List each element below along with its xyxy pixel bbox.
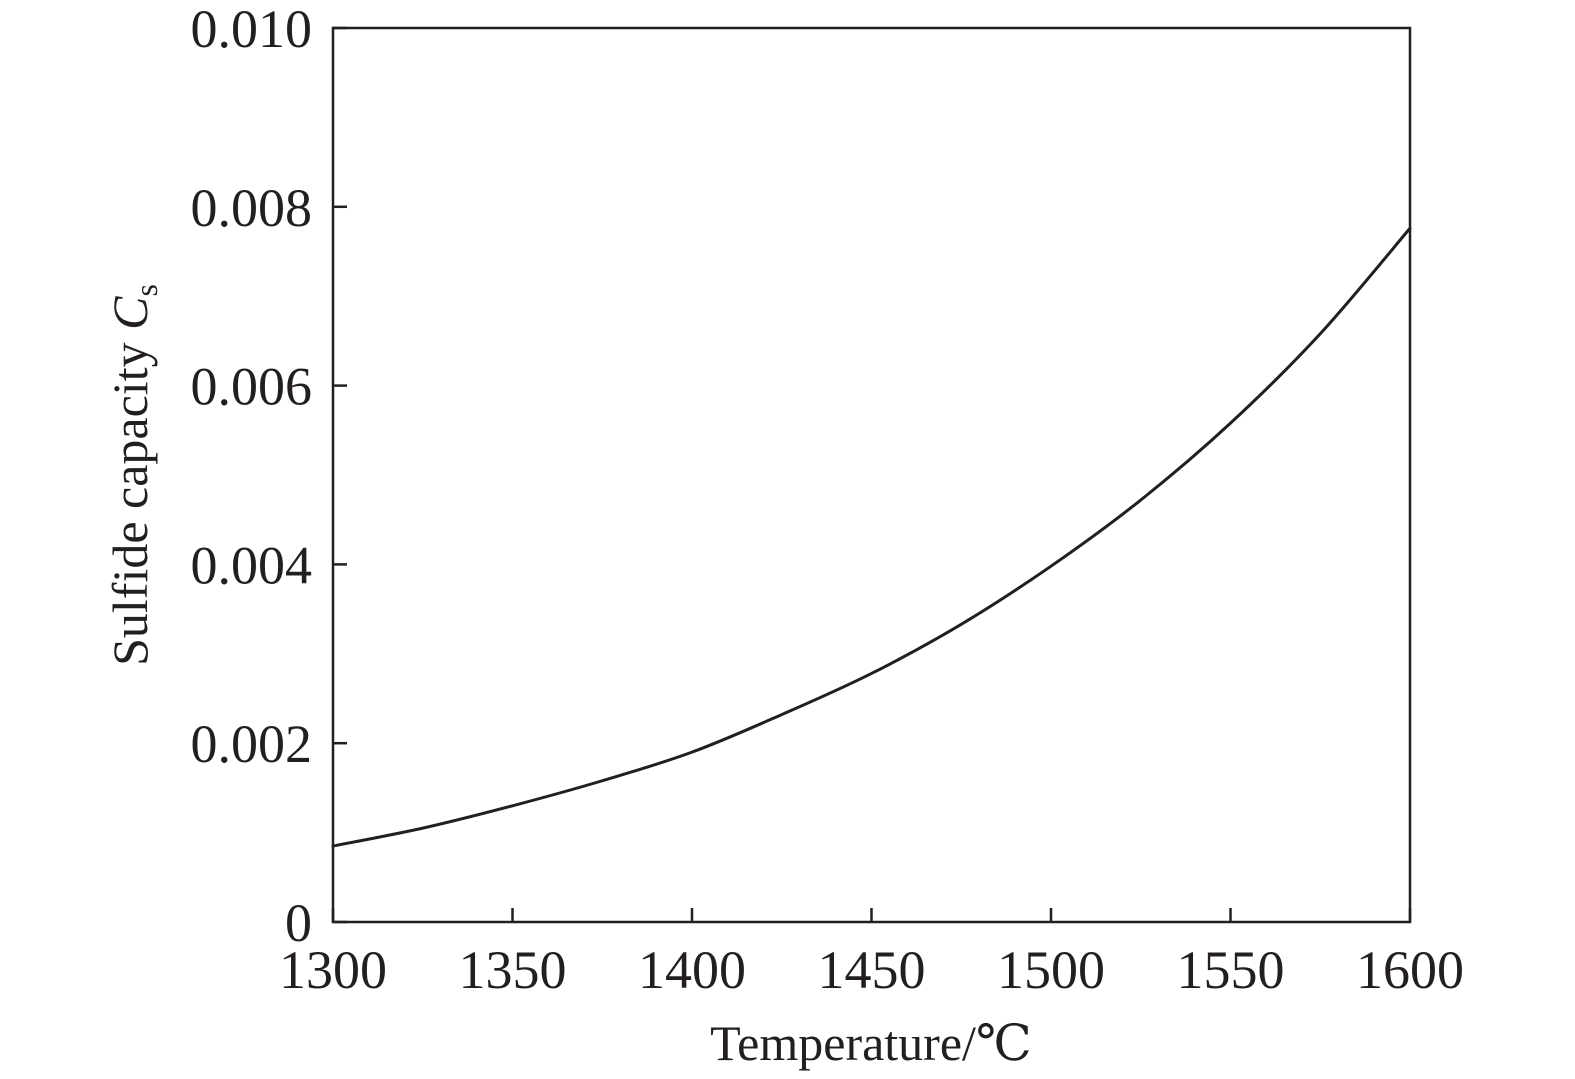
x-tick-label: 1500 <box>997 940 1105 1000</box>
series-line-0 <box>331 226 1412 848</box>
y-ticks-group: 0 0.002 0.004 0.006 0.008 0.010 <box>191 0 347 953</box>
y-tick-label: 0.010 <box>191 0 313 59</box>
axes-group <box>331 26 1412 924</box>
x-tick-label: 1400 <box>638 940 746 1000</box>
y-axis-label-symbol: C <box>102 296 158 330</box>
x-tick-label: 1350 <box>459 940 567 1000</box>
y-tick-label: 0.002 <box>191 714 313 774</box>
series-group <box>331 226 1412 848</box>
x-tick-label: 1300 <box>279 940 387 1000</box>
y-axis-label-text: Sulfide capacity <box>102 330 158 666</box>
y-tick-label: 0.008 <box>191 178 313 238</box>
y-tick-label: 0 <box>285 893 312 953</box>
y-axis-label-subscript: s <box>128 284 164 296</box>
x-tick-label: 1450 <box>818 940 926 1000</box>
x-ticks-group: 1300 1350 1400 1450 1500 1550 1600 <box>279 908 1464 1000</box>
y-axis-label: Sulfide capacity Cs <box>102 284 164 666</box>
y-tick-label: 0.004 <box>191 535 313 595</box>
x-tick-label: 1550 <box>1177 940 1285 1000</box>
x-tick-label: 1600 <box>1356 940 1464 1000</box>
x-axis-label: Temperature/℃ <box>710 1015 1032 1071</box>
plot-frame <box>331 26 1412 924</box>
y-tick-label: 0.006 <box>191 357 313 417</box>
